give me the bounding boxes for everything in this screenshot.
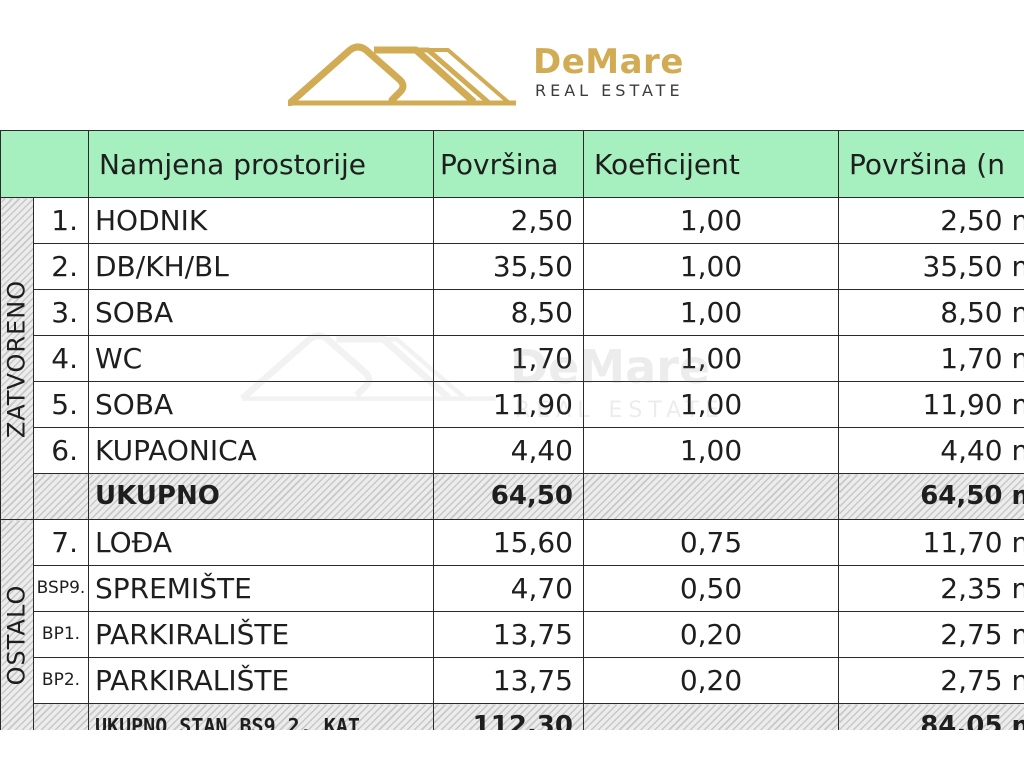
row-net-area: 11,90 m² — [838, 381, 1024, 428]
table-row: ZATVORENO 1. HODNIK 2,50 1,00 2,50 m² — [0, 197, 1024, 520]
row-area: 4,40 — [433, 427, 584, 474]
row-index: 1. — [33, 197, 89, 244]
table-row: OSTALO 7. LOĐA 15,60 0,75 11,70 m² — [0, 519, 1024, 730]
table-row: 2. DB/KH/BL 35,50 1,00 35,50 m² — [1, 243, 1024, 290]
subtotal-label: UKUPNO — [88, 473, 434, 520]
row-name: WC — [88, 335, 434, 382]
row-area: 4,70 — [433, 565, 584, 612]
subtotal-area: 64,50 — [433, 473, 584, 520]
brand-subtitle: REAL ESTATE — [535, 81, 684, 100]
row-index: BSP9. — [33, 565, 89, 612]
table-row: BSP9. SPREMIŠTE 4,70 0,50 2,35 m² — [1, 565, 1024, 612]
row-coef: 0,75 — [583, 519, 839, 566]
row-name: DB/KH/BL — [88, 243, 434, 290]
grand-total-net-area: 84,05 m² — [838, 703, 1024, 730]
row-net-area: 2,75 m² — [838, 657, 1024, 704]
grand-total-label: UKUPNO STAN BS9 2. KAT — [88, 703, 434, 730]
row-index: 6. — [33, 427, 89, 474]
group-label-other: OSTALO — [2, 584, 31, 685]
row-coef: 1,00 — [583, 335, 839, 382]
grand-total-index-cell — [33, 703, 89, 730]
table-row: 4. WC 1,70 1,00 1,70 m² — [1, 335, 1024, 382]
row-area: 8,50 — [433, 289, 584, 336]
row-index: 7. — [33, 519, 89, 566]
row-net-area: 35,50 m² — [838, 243, 1024, 290]
row-coef: 1,00 — [583, 289, 839, 336]
row-index: BP1. — [33, 611, 89, 658]
row-net-area: 11,70 m² — [838, 519, 1024, 566]
table-row: 3. SOBA 8,50 1,00 8,50 m² — [1, 289, 1024, 336]
row-index: 2. — [33, 243, 89, 290]
logo-header: DeMare REAL ESTATE — [0, 0, 1024, 130]
row-coef: 1,00 — [583, 243, 839, 290]
row-net-area: 1,70 m² — [838, 335, 1024, 382]
row-coef: 0,20 — [583, 657, 839, 704]
table-row: 5. SOBA 11,90 1,00 11,90 m² — [1, 381, 1024, 428]
header-cell-empty — [0, 130, 89, 198]
row-coef: 1,00 — [583, 427, 839, 474]
table-header-row: Namjena prostorije Površina Koeficijent … — [0, 130, 1024, 198]
subtotal-net-area: 64,50 m² — [838, 473, 1024, 520]
row-area: 13,75 — [433, 611, 584, 658]
group-label-other-cell: OSTALO — [0, 519, 34, 730]
row-net-area: 2,75 m² — [838, 611, 1024, 658]
row-name: KUPAONICA — [88, 427, 434, 474]
row-area: 15,60 — [433, 519, 584, 566]
room-area-table: Namjena prostorije Površina Koeficijent … — [0, 130, 1024, 730]
room-area-table-container: Namjena prostorije Površina Koeficijent … — [0, 130, 1024, 730]
row-net-area: 4,40 m² — [838, 427, 1024, 474]
brand-name: DeMare — [533, 42, 684, 82]
row-index: 5. — [33, 381, 89, 428]
row-index: 3. — [33, 289, 89, 336]
row-area: 13,75 — [433, 657, 584, 704]
row-coef: 1,00 — [583, 197, 839, 244]
row-name: SOBA — [88, 289, 434, 336]
header-koeficijent: Koeficijent — [583, 130, 839, 198]
grand-total-area: 112,30 — [433, 703, 584, 730]
row-index: BP2. — [33, 657, 89, 704]
row-coef: 1,00 — [583, 381, 839, 428]
subtotal-coef-cell — [583, 473, 839, 520]
subtotal-index-cell — [33, 473, 89, 520]
grand-total-row: UKUPNO STAN BS9 2. KAT 112,30 84,05 m² — [1, 703, 1024, 730]
row-net-area: 2,50 m² — [838, 197, 1024, 244]
table-row: BP1. PARKIRALIŠTE 13,75 0,20 2,75 m² — [1, 611, 1024, 658]
row-area: 35,50 — [433, 243, 584, 290]
table-row: 6. KUPAONICA 4,40 1,00 4,40 m² — [1, 427, 1024, 474]
mountain-roof-logo-icon — [288, 43, 516, 106]
row-coef: 0,50 — [583, 565, 839, 612]
row-area: 11,90 — [433, 381, 584, 428]
row-coef: 0,20 — [583, 611, 839, 658]
header-povrsina: Površina — [433, 130, 584, 198]
header-povrsina-neto: Površina (n — [838, 130, 1024, 198]
row-area: 1,70 — [433, 335, 584, 382]
row-area: 2,50 — [433, 197, 584, 244]
row-net-area: 8,50 m² — [838, 289, 1024, 336]
header-namjena: Namjena prostorije — [88, 130, 434, 198]
row-index: 4. — [33, 335, 89, 382]
group-label-closed-cell: ZATVORENO — [0, 197, 34, 520]
row-name: SOBA — [88, 381, 434, 428]
grand-total-coef-cell — [583, 703, 839, 730]
row-name: SPREMIŠTE — [88, 565, 434, 612]
row-name: LOĐA — [88, 519, 434, 566]
row-net-area: 2,35 m² — [838, 565, 1024, 612]
row-name: HODNIK — [88, 197, 434, 244]
table-row: BP2. PARKIRALIŠTE 13,75 0,20 2,75 m² — [1, 657, 1024, 704]
subtotal-row: UKUPNO 64,50 64,50 m² — [1, 473, 1024, 520]
row-name: PARKIRALIŠTE — [88, 657, 434, 704]
row-name: PARKIRALIŠTE — [88, 611, 434, 658]
group-label-closed: ZATVORENO — [2, 279, 31, 438]
